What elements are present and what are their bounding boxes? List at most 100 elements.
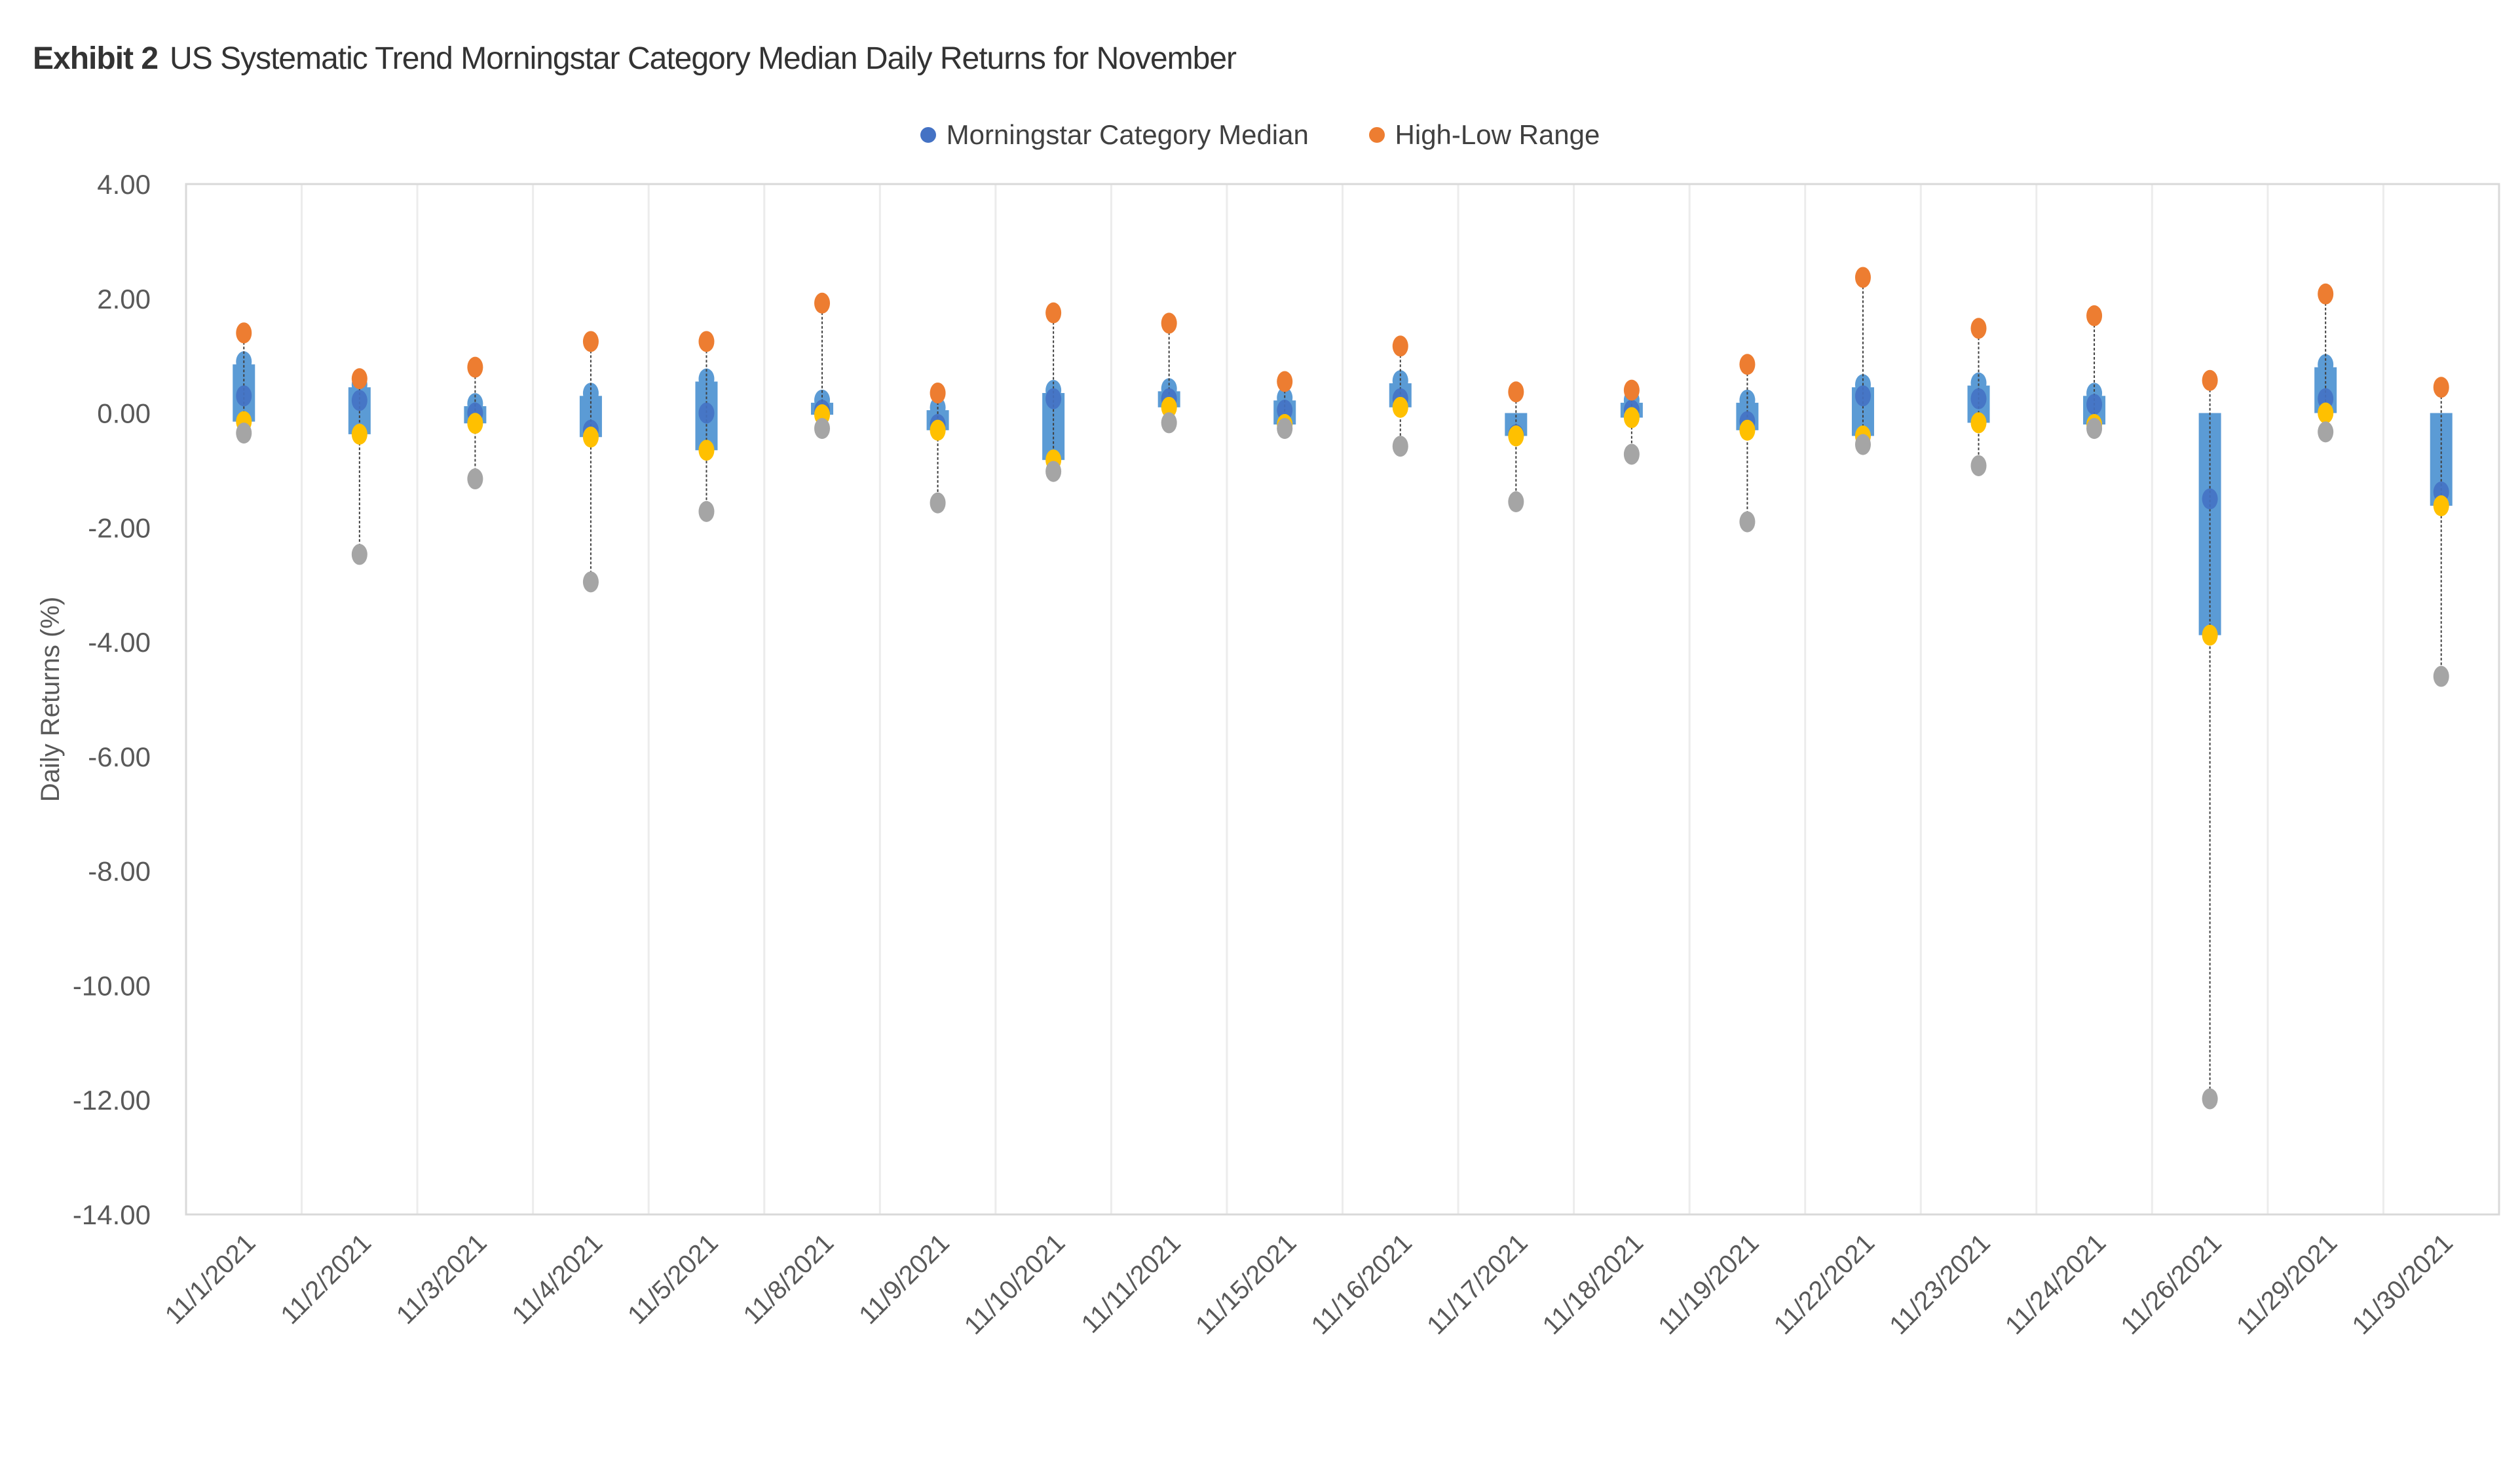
x-tick-label: 11/9/2021: [854, 1228, 955, 1330]
x-tick-label: 11/26/2021: [2115, 1228, 2227, 1340]
median-point: [2086, 394, 2103, 415]
low-point: [1508, 491, 1524, 513]
y-tick-label: -10.00: [73, 970, 151, 1001]
legend: Morningstar Category Median High-Low Ran…: [0, 118, 2520, 151]
open-marker: [1970, 372, 1987, 394]
high-point: [1161, 312, 1177, 334]
high-point: [2202, 369, 2218, 391]
close-point: [582, 426, 599, 448]
x-tick-label: 11/1/2021: [160, 1228, 261, 1330]
open-marker: [1739, 389, 1756, 411]
high-point: [2433, 377, 2449, 398]
median-point: [236, 385, 252, 407]
close-point: [2318, 402, 2334, 424]
low-point: [1045, 460, 1062, 482]
y-tick-label: 2.00: [97, 284, 151, 314]
close-point: [1508, 425, 1524, 447]
low-point: [2086, 418, 2103, 440]
x-tick-label: 11/23/2021: [1884, 1228, 1996, 1340]
high-point: [351, 368, 367, 390]
x-tick-label: 11/5/2021: [622, 1228, 724, 1330]
high-point: [930, 382, 946, 404]
close-point: [351, 423, 367, 445]
x-tick-label: 11/22/2021: [1769, 1228, 1881, 1340]
x-tick-label: 11/15/2021: [1190, 1228, 1302, 1340]
median-point: [2202, 488, 2218, 510]
low-point: [582, 571, 599, 593]
low-point: [2433, 666, 2449, 687]
high-point: [814, 292, 831, 314]
x-tick-label: 11/4/2021: [506, 1228, 608, 1330]
low-point: [1854, 434, 1871, 455]
x-tick-label: 11/8/2021: [738, 1228, 840, 1330]
x-tick-label: 11/29/2021: [2231, 1228, 2343, 1340]
high-point: [467, 356, 483, 378]
x-tick-label: 11/3/2021: [391, 1228, 493, 1330]
x-tick-label: 11/30/2021: [2347, 1228, 2459, 1340]
high-point: [698, 331, 715, 352]
x-tick-label: 11/2/2021: [275, 1228, 377, 1330]
x-tick-label: 11/10/2021: [959, 1228, 1071, 1340]
median-point: [1970, 388, 1987, 409]
low-point: [1161, 412, 1177, 434]
high-point: [1854, 267, 1871, 288]
low-point: [1739, 511, 1756, 533]
close-point: [467, 413, 483, 434]
low-point: [814, 418, 831, 440]
close-point: [930, 419, 946, 441]
plot-border: [185, 183, 2500, 1216]
high-point: [582, 331, 599, 352]
y-tick-label: -6.00: [88, 742, 151, 772]
low-point: [467, 468, 483, 490]
y-tick-label: 4.00: [97, 169, 151, 200]
y-tick-label: 0.00: [97, 398, 151, 429]
close-point: [1970, 412, 1987, 434]
y-tick-label: -14.00: [73, 1199, 151, 1230]
high-point: [2318, 283, 2334, 305]
close-point: [2433, 495, 2449, 517]
low-point: [2202, 1088, 2218, 1110]
low-point: [351, 544, 367, 565]
high-point: [236, 322, 252, 344]
median-point: [698, 402, 715, 424]
low-point: [2318, 421, 2334, 443]
y-tick-label: -4.00: [88, 627, 151, 658]
chart-title-text: US Systematic Trend Morningstar Category…: [170, 41, 1237, 76]
median-point: [1045, 388, 1062, 409]
median-point: [1854, 385, 1871, 407]
legend-item-median: Morningstar Category Median: [920, 119, 1309, 151]
x-tick-label: 11/16/2021: [1306, 1228, 1418, 1340]
median-point: [351, 390, 367, 411]
close-point: [1739, 419, 1756, 441]
low-point: [1970, 455, 1987, 476]
x-tick-label: 11/24/2021: [2000, 1228, 2112, 1340]
low-point: [930, 492, 946, 514]
legend-marker-median: [920, 127, 936, 143]
close-point: [698, 440, 715, 461]
legend-label: Morningstar Category Median: [946, 119, 1309, 150]
low-point: [698, 500, 715, 522]
low-point: [1277, 418, 1293, 440]
high-point: [1739, 354, 1756, 375]
y-tick-label: -8.00: [88, 856, 151, 887]
high-point: [1045, 302, 1062, 324]
y-tick-label: -12.00: [73, 1085, 151, 1116]
y-axis-title: Daily Returns (%): [36, 597, 65, 802]
high-point: [1277, 371, 1293, 392]
high-point: [1970, 318, 1987, 339]
y-tick-label: -2.00: [88, 512, 151, 543]
close-point: [2202, 624, 2218, 646]
high-point: [1508, 381, 1524, 403]
low-point: [1623, 443, 1640, 465]
high-point: [1623, 379, 1640, 401]
x-tick-label: 11/17/2021: [1421, 1228, 1533, 1340]
x-tick-label: 11/11/2021: [1076, 1228, 1186, 1338]
close-point: [1161, 396, 1177, 418]
high-point: [1392, 335, 1408, 357]
close-point: [1392, 396, 1408, 418]
x-tick-label: 11/18/2021: [1537, 1228, 1649, 1340]
exhibit-label: Exhibit 2: [33, 41, 159, 76]
high-point: [2086, 305, 2103, 326]
x-tick-label: 11/19/2021: [1653, 1228, 1765, 1340]
